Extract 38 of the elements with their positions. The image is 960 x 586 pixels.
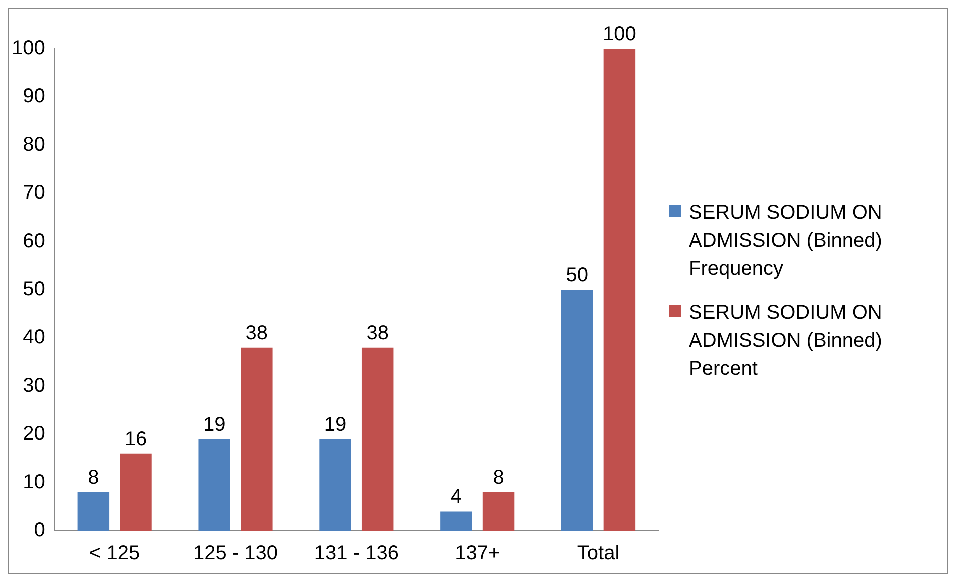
y-tick-label: 80	[23, 134, 46, 156]
bar	[604, 49, 636, 531]
x-tick-label: 125 - 130	[194, 542, 278, 565]
bar	[362, 348, 394, 531]
data-label: 16	[124, 428, 148, 450]
y-tick-label: 20	[23, 423, 46, 446]
y-tick-label: 100	[12, 38, 46, 60]
legend-label: SERUM SODIUM ON ADMISSION (Binned) Frequency	[689, 201, 884, 282]
y-tick-label: 30	[23, 374, 46, 397]
bar	[78, 492, 110, 531]
x-tick-label: 131 - 136	[314, 542, 399, 565]
data-label: 19	[324, 414, 347, 436]
data-label: 50	[566, 264, 588, 287]
x-tick-label: 137+	[455, 542, 500, 565]
bar	[482, 492, 515, 531]
y-tick-label: 50	[23, 278, 46, 301]
data-label: 8	[493, 466, 504, 489]
y-tick-label: 70	[23, 182, 46, 204]
y-tick-label: 40	[23, 326, 46, 349]
data-label: 100	[603, 24, 636, 46]
bar	[241, 348, 273, 531]
x-tick-label: < 125	[90, 542, 140, 565]
legend-label: SERUM SODIUM ON ADMISSION (Binned) Percent	[689, 301, 884, 382]
x-tick-label: Total	[577, 542, 620, 565]
bar	[198, 439, 230, 531]
data-label: 8	[88, 466, 100, 489]
data-label: 4	[450, 486, 462, 508]
y-tick-label: 10	[23, 471, 46, 494]
data-label: 38	[366, 322, 389, 344]
bar	[120, 454, 152, 531]
y-tick-label: 90	[23, 86, 46, 108]
y-tick-label: 60	[23, 230, 46, 252]
y-tick-label: 0	[34, 520, 46, 542]
bar	[562, 290, 594, 531]
bar	[320, 439, 352, 531]
bar	[440, 512, 472, 531]
data-label: 19	[203, 414, 226, 436]
data-label: 38	[246, 322, 268, 344]
